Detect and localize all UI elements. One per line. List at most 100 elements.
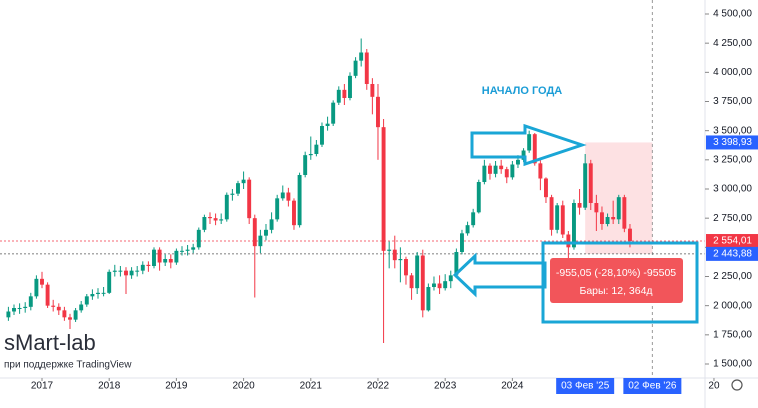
candle-body — [460, 233, 464, 252]
x-tick-label: 2024 — [501, 381, 524, 392]
candle-body — [124, 270, 128, 276]
candle-body — [448, 275, 453, 282]
candle-body — [129, 270, 134, 276]
candle-body — [180, 250, 184, 252]
tooltip-box — [550, 258, 683, 303]
y-tick-label: 1 500,00 — [713, 359, 752, 370]
price-label: 2 443,88 — [713, 249, 752, 260]
clock-icon[interactable] — [731, 379, 743, 391]
candle-body — [432, 283, 436, 287]
x-tick-label: 2018 — [98, 381, 121, 392]
candle-body — [482, 165, 487, 182]
candle-body — [544, 178, 548, 198]
candle-body — [12, 308, 16, 312]
price-label: 3 398,93 — [713, 137, 752, 148]
candle-body — [488, 165, 492, 174]
candle-body — [202, 217, 207, 230]
candle-body — [521, 150, 526, 160]
candle-body — [241, 179, 246, 184]
candle-body — [370, 84, 375, 97]
candle-body — [280, 192, 285, 199]
candle-body — [6, 311, 11, 318]
candle-body — [40, 278, 44, 285]
candle-body — [28, 296, 33, 307]
candle-body — [258, 235, 263, 247]
candle-body — [392, 249, 397, 261]
candle-body — [196, 229, 201, 248]
candle-body — [320, 126, 324, 145]
x-tick-label: 2021 — [300, 381, 323, 392]
candle-body — [605, 217, 610, 224]
candle-body — [499, 165, 504, 170]
candle-body — [454, 252, 459, 276]
candle-body — [157, 249, 162, 263]
candle-body — [538, 163, 543, 179]
x-tick-label: 2022 — [367, 381, 390, 392]
candle-body — [622, 197, 627, 229]
candle-body — [331, 102, 336, 124]
candle-body — [353, 60, 358, 76]
y-tick-label: 3 750,00 — [713, 96, 752, 107]
candle-body — [566, 234, 571, 248]
candle-body — [140, 264, 145, 271]
candle-body — [465, 225, 470, 234]
candle-body — [191, 247, 196, 250]
candle-body — [152, 249, 156, 266]
candle-body — [437, 283, 442, 289]
candle-body — [230, 193, 235, 195]
candle-body — [174, 250, 179, 263]
y-tick-label: 2 250,00 — [713, 271, 752, 282]
candle-body — [336, 89, 341, 103]
candle-body — [471, 212, 476, 226]
y-tick-label: 3 000,00 — [713, 184, 752, 195]
y-tick-label: 3 250,00 — [713, 154, 752, 165]
candle-body — [219, 219, 224, 221]
candle-body — [292, 200, 296, 226]
candle-body — [532, 134, 537, 164]
candle-body — [45, 284, 50, 306]
candle-body — [308, 154, 313, 156]
arrow-left — [452, 252, 547, 298]
candle-body — [577, 203, 582, 208]
y-tick-label: 4 250,00 — [713, 38, 752, 49]
y-tick-label: 4 000,00 — [713, 67, 752, 78]
candle-body — [572, 203, 576, 248]
candle-body — [269, 219, 274, 230]
candle-body — [504, 169, 509, 178]
date-marker-bg — [623, 378, 682, 394]
date-marker-label: 02 Фев '26 — [628, 381, 677, 392]
candle-body — [476, 182, 481, 213]
y-tick-label: 3 500,00 — [713, 125, 752, 136]
candle-body — [628, 228, 632, 242]
candle-body — [84, 296, 89, 305]
candle-body — [420, 255, 425, 311]
candle-body — [23, 306, 28, 308]
candle-body — [611, 217, 616, 220]
candle-body — [387, 249, 392, 251]
candle-body — [415, 255, 420, 289]
candle-body — [112, 270, 117, 272]
candle-body — [163, 259, 168, 263]
candle-body — [359, 52, 364, 61]
candle-body — [381, 127, 386, 251]
candle-body — [348, 75, 352, 98]
candle-body — [583, 163, 588, 208]
candle-body — [409, 275, 414, 289]
candle-body — [376, 96, 380, 128]
candle-body — [247, 179, 252, 219]
candle-body — [549, 197, 554, 230]
candle-body — [107, 271, 112, 293]
candle-body — [62, 310, 67, 318]
candle-body — [555, 205, 560, 230]
y-tick-label: 1 750,00 — [713, 329, 752, 340]
candle-body — [303, 155, 308, 175]
x-tick-label: 2017 — [31, 381, 54, 392]
candle-body — [208, 217, 212, 219]
candle-body — [443, 281, 448, 289]
candle-body — [96, 292, 100, 294]
candle-body — [118, 270, 123, 272]
candle-body — [135, 270, 140, 272]
x-tick-label: 2023 — [434, 381, 457, 392]
candle-body — [594, 203, 599, 213]
